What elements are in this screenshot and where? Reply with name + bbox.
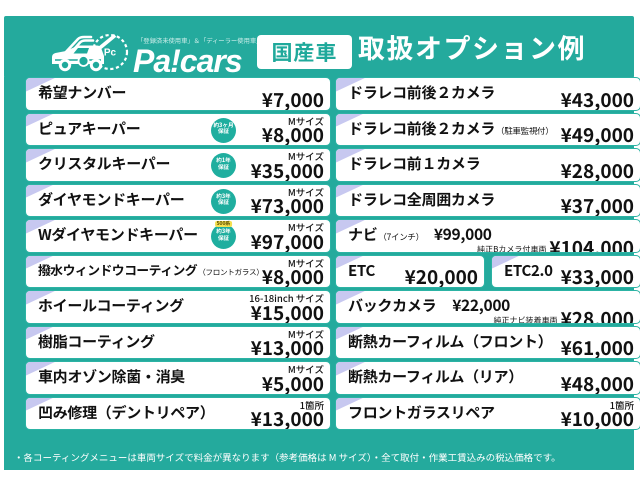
svg-text:Pc: Pc — [104, 48, 117, 59]
